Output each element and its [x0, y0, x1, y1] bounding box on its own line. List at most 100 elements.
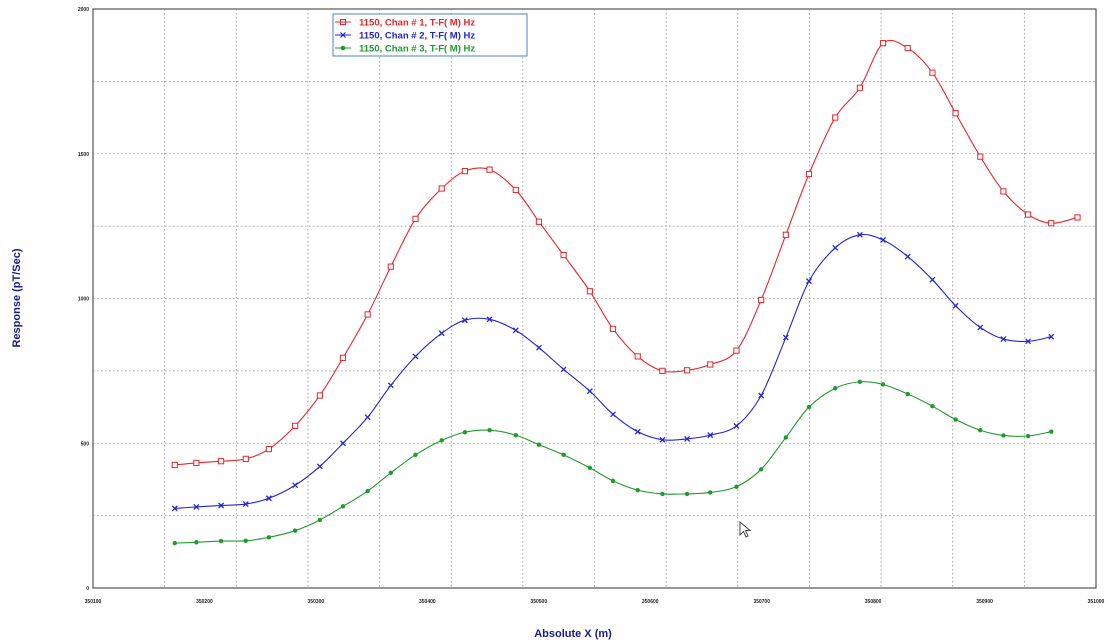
data-point — [461, 317, 468, 324]
data-point — [1025, 211, 1032, 218]
data-point — [560, 366, 567, 373]
y-tick-label: 1000 — [78, 297, 89, 303]
data-point — [659, 436, 666, 443]
data-point — [292, 482, 299, 489]
legend-label-chan-2: 1150, Chan # 2, T-F( M) Hz — [359, 31, 475, 42]
data-point — [340, 504, 346, 509]
y-tick-label: 2000 — [78, 7, 89, 13]
x-axis-title: Absolute X (m) — [534, 628, 612, 640]
data-point — [218, 502, 225, 509]
tick-labels: 350100 350200 350300 350400 350500 350600 3507… — [78, 7, 1105, 605]
data-point — [805, 170, 813, 178]
series-layer — [171, 39, 1081, 546]
data-point — [832, 114, 839, 121]
data-point — [217, 458, 225, 465]
data-point — [634, 353, 641, 360]
data-point — [684, 491, 690, 497]
data-point — [339, 354, 347, 361]
data-point — [1000, 336, 1007, 342]
data-point — [782, 231, 789, 238]
data-point — [806, 278, 812, 285]
data-point — [242, 455, 249, 462]
data-point — [660, 491, 665, 497]
data-point — [734, 484, 739, 489]
legend: 1150, Chan # 1, T-F( M) Hz 1150, Chan # … — [332, 13, 528, 57]
series-line-chan-1 — [174, 39, 1078, 466]
data-point — [952, 110, 959, 117]
y-tick-label: 0 — [86, 586, 89, 592]
data-point — [536, 442, 542, 447]
data-point — [977, 324, 984, 331]
data-point — [461, 168, 468, 175]
data-point — [905, 391, 910, 397]
data-point — [439, 438, 444, 443]
legend-item-chan-1: 1150, Chan # 1, T-F( M) Hz — [335, 18, 475, 29]
data-point — [561, 452, 566, 458]
series-chan-1 — [171, 39, 1081, 469]
data-point — [412, 215, 419, 222]
data-point — [610, 478, 616, 484]
data-point — [904, 44, 911, 52]
data-point — [758, 392, 765, 399]
legend-marker-dot — [340, 45, 346, 51]
data-point — [758, 467, 764, 472]
data-point — [487, 428, 492, 433]
data-point — [560, 251, 567, 259]
data-point — [1049, 429, 1054, 434]
data-point — [316, 392, 323, 399]
data-point — [879, 40, 887, 47]
data-point — [610, 411, 616, 418]
data-point — [634, 428, 641, 435]
data-point — [857, 379, 863, 385]
x-tick-label: 350600 — [642, 599, 659, 605]
data-point — [1025, 338, 1032, 345]
data-point — [707, 432, 714, 439]
mouse-pointer-icon — [739, 520, 753, 539]
data-point — [265, 495, 272, 502]
data-point — [171, 461, 178, 469]
legend-label-chan-3: 1150, Chan # 3, T-F( M) Hz — [359, 44, 475, 55]
data-point — [1000, 188, 1007, 195]
data-point — [193, 459, 200, 467]
data-point — [659, 367, 666, 374]
data-point — [513, 432, 519, 438]
data-point — [587, 465, 593, 471]
data-point — [265, 445, 273, 453]
data-point — [856, 84, 864, 91]
data-point — [171, 505, 178, 512]
data-point — [486, 316, 493, 323]
legend-label-chan-1: 1150, Chan # 1, T-F( M) Hz — [359, 18, 475, 29]
data-point — [438, 330, 445, 337]
data-point — [733, 347, 740, 354]
data-point — [707, 361, 714, 368]
data-point — [684, 435, 691, 442]
x-tick-label: 350400 — [419, 599, 436, 605]
data-point — [412, 353, 419, 360]
data-point — [880, 382, 886, 387]
data-point — [930, 403, 935, 409]
data-point — [242, 501, 249, 508]
legend-item-chan-2: 1150, Chan # 2, T-F( M) Hz — [335, 31, 475, 42]
data-point — [609, 325, 617, 332]
x-tick-label: 350700 — [753, 599, 770, 605]
x-tick-label: 350800 — [865, 599, 882, 605]
data-point — [1001, 433, 1006, 438]
series-chan-2 — [171, 231, 1055, 512]
x-tick-label: 350300 — [308, 599, 325, 605]
y-tick-label: 500 — [81, 441, 90, 447]
legend-item-chan-3: 1150, Chan # 3, T-F( M) Hz — [335, 44, 475, 55]
data-point — [683, 367, 691, 374]
data-point — [172, 540, 177, 546]
series-chan-3 — [172, 379, 1054, 546]
data-point — [783, 435, 789, 440]
data-point — [387, 263, 394, 270]
data-point — [193, 503, 200, 510]
data-point — [292, 528, 298, 533]
data-point — [904, 253, 911, 260]
data-point — [733, 422, 740, 429]
data-point — [535, 344, 542, 351]
data-point — [364, 414, 371, 421]
data-point — [929, 69, 936, 76]
data-point — [512, 327, 519, 334]
